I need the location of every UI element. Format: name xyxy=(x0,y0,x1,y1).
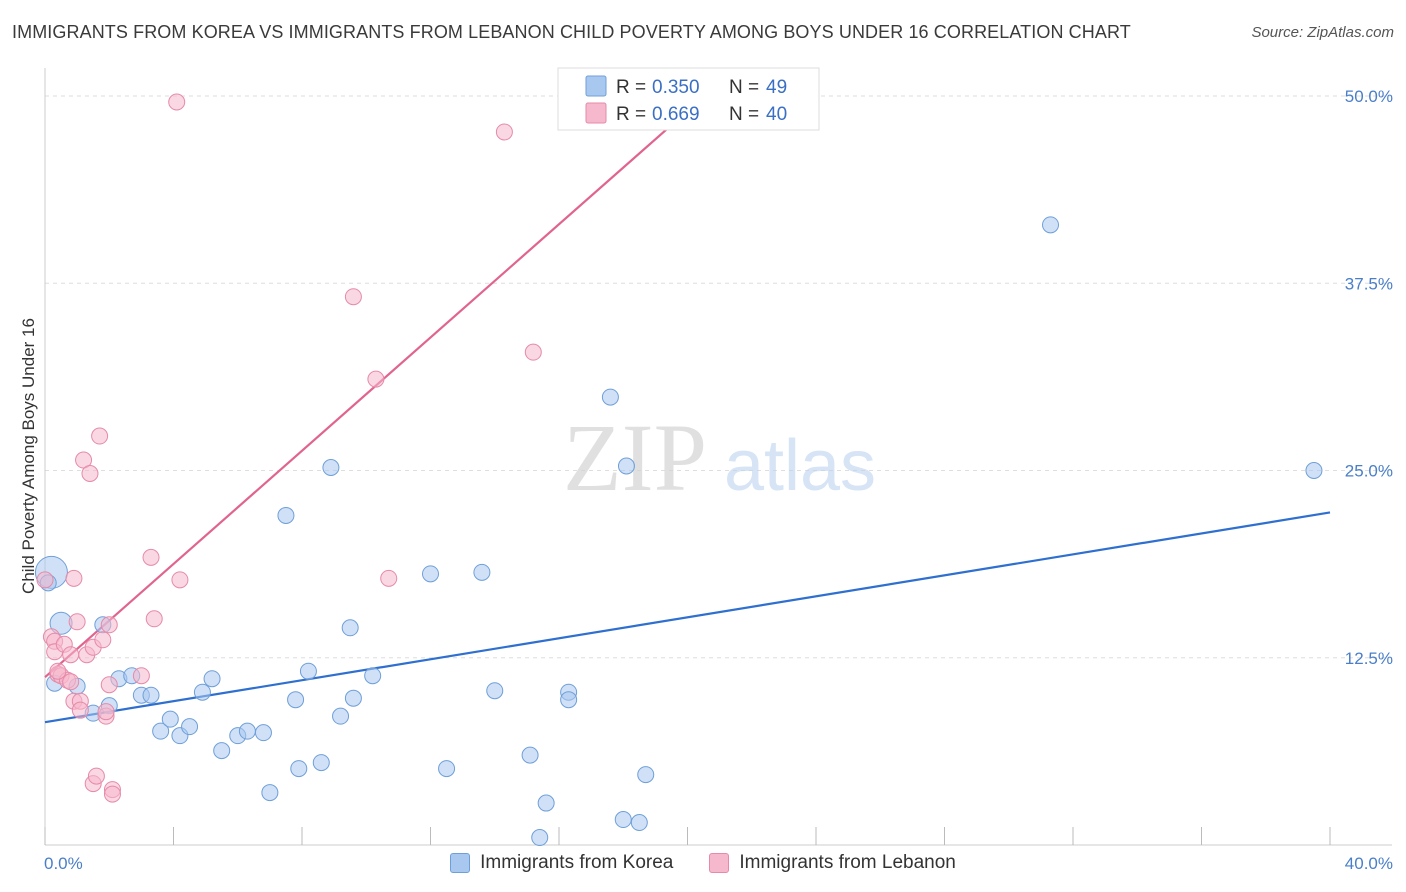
point-1-28 xyxy=(103,785,121,803)
point-1-25 xyxy=(100,616,118,634)
point-0-30 xyxy=(364,667,382,685)
point-1-38 xyxy=(524,343,542,361)
point-0-43 xyxy=(630,814,648,832)
point-1-17 xyxy=(81,464,99,482)
legend-r-label-lebanon: R = xyxy=(616,104,646,125)
point-1-26 xyxy=(100,676,118,694)
point-1-9 xyxy=(62,673,80,691)
point-0-44 xyxy=(637,766,655,784)
point-1-14 xyxy=(71,701,89,719)
data-points xyxy=(34,93,1323,847)
watermark-atlas: atlas xyxy=(724,426,876,506)
point-1-10 xyxy=(65,569,83,587)
top-legend: R = 0.350 N = 49 R = 0.669 N = 40 xyxy=(557,67,820,131)
point-0-34 xyxy=(486,682,504,700)
point-0-14 xyxy=(193,683,211,701)
y-tick-label-2: 37.5% xyxy=(1345,274,1393,293)
point-0-27 xyxy=(332,707,350,725)
point-0-19 xyxy=(254,724,272,742)
watermark-zip: ZIP xyxy=(563,404,707,511)
legend-swatch-korea-bottom xyxy=(450,853,471,873)
point-0-41 xyxy=(614,811,632,829)
legend-swatch-lebanon-bottom xyxy=(709,853,730,873)
point-0-21 xyxy=(277,506,295,524)
legend-item-korea[interactable]: Immigrants from Korea xyxy=(450,852,673,874)
point-0-32 xyxy=(438,760,456,778)
point-1-12 xyxy=(68,613,86,631)
legend-n-label-korea: N = xyxy=(729,77,759,98)
point-0-36 xyxy=(531,829,549,847)
point-0-39 xyxy=(560,691,578,709)
point-1-35 xyxy=(367,370,385,388)
point-0-11 xyxy=(161,710,179,728)
point-1-36 xyxy=(380,569,398,587)
point-0-46 xyxy=(1305,462,1323,479)
point-1-31 xyxy=(145,610,163,628)
point-0-10 xyxy=(152,722,170,740)
point-1-37 xyxy=(495,123,513,141)
x-tick-label-1: 40.0% xyxy=(1345,854,1393,873)
point-1-20 xyxy=(87,767,105,785)
point-1-32 xyxy=(171,571,189,589)
point-0-42 xyxy=(617,457,635,475)
y-axis-label: Child Poverty Among Boys Under 16 xyxy=(19,318,38,594)
point-0-16 xyxy=(213,742,231,760)
point-0-40 xyxy=(601,388,619,406)
legend-n-value-lebanon: 40 xyxy=(766,104,787,125)
tick-labels: 12.5% 25.0% 37.5% 50.0% 0.0% 40.0% xyxy=(44,87,1393,873)
y-tick-label-0: 12.5% xyxy=(1345,649,1393,668)
point-1-34 xyxy=(344,288,362,306)
axes xyxy=(44,68,1392,846)
chart-title: IMMIGRANTS FROM KOREA VS IMMIGRANTS FROM… xyxy=(12,22,1131,42)
point-0-45 xyxy=(1042,216,1060,234)
grid-lines xyxy=(45,95,1392,659)
point-0-28 xyxy=(341,619,359,637)
trend-lines xyxy=(44,110,1331,724)
point-0-35 xyxy=(521,746,539,764)
point-1-30 xyxy=(142,548,160,566)
legend-item-lebanon[interactable]: Immigrants from Lebanon xyxy=(709,852,956,874)
point-0-13 xyxy=(181,718,199,736)
legend-n-value-korea: 49 xyxy=(766,77,787,98)
legend-swatch-korea xyxy=(585,75,607,97)
point-0-22 xyxy=(287,691,305,709)
y-tick-label-3: 50.0% xyxy=(1345,87,1393,106)
point-1-39 xyxy=(49,662,67,680)
legend-n-label-lebanon: N = xyxy=(729,104,759,125)
point-0-33 xyxy=(473,563,491,581)
point-1-33 xyxy=(168,93,186,111)
source-label: Source: ZipAtlas.com xyxy=(1251,24,1394,41)
point-0-9 xyxy=(142,686,160,704)
legend-r-label-korea: R = xyxy=(616,77,646,98)
point-0-20 xyxy=(261,784,279,802)
legend-swatch-lebanon xyxy=(585,102,607,124)
point-1-29 xyxy=(132,667,150,685)
point-0-23 xyxy=(290,760,308,778)
legend-label-lebanon: Immigrants from Lebanon xyxy=(739,852,956,873)
point-0-15 xyxy=(203,670,221,688)
point-1-21 xyxy=(91,427,109,445)
legend-r-value-korea: 0.350 xyxy=(652,77,700,98)
point-1-8 xyxy=(62,646,80,664)
point-1-0 xyxy=(36,571,54,589)
point-1-24 xyxy=(97,703,115,721)
trend-line-0 xyxy=(44,511,1331,724)
y-tick-label-1: 25.0% xyxy=(1345,462,1393,481)
point-0-24 xyxy=(299,662,317,680)
point-0-18 xyxy=(238,722,256,740)
point-0-26 xyxy=(322,459,340,477)
watermark: ZIP atlas xyxy=(563,404,876,511)
x-tick-label-0: 0.0% xyxy=(44,854,83,873)
bottom-legend: Immigrants from Korea Immigrants from Le… xyxy=(0,852,1406,874)
point-0-25 xyxy=(312,754,330,772)
legend-label-korea: Immigrants from Korea xyxy=(480,852,674,873)
point-0-37 xyxy=(537,794,555,812)
point-0-31 xyxy=(422,565,439,583)
point-1-22 xyxy=(94,631,112,649)
legend-r-value-lebanon: 0.669 xyxy=(652,104,700,125)
point-0-29 xyxy=(344,689,362,707)
trend-line-1 xyxy=(44,110,689,679)
